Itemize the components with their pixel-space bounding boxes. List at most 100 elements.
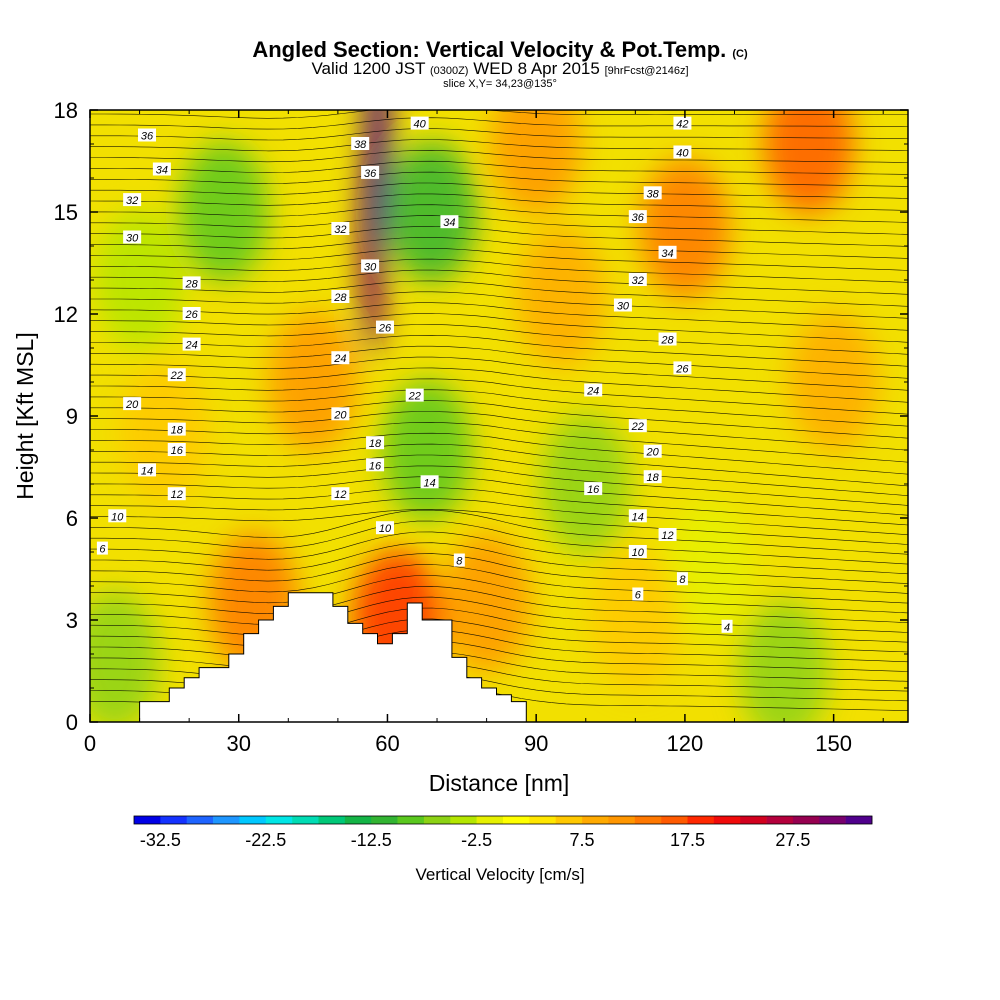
isentrope-label-bg bbox=[167, 487, 186, 501]
isentrope-line bbox=[90, 443, 908, 487]
x-tick-label: 30 bbox=[226, 731, 250, 756]
isentrope-line bbox=[90, 117, 908, 130]
isentrope-label-bg bbox=[584, 482, 603, 496]
isentrope-label: 32 bbox=[632, 275, 644, 287]
isentrope-label-bg bbox=[138, 128, 157, 142]
colorbar-swatch bbox=[186, 816, 214, 824]
isentrope-label-bg bbox=[584, 383, 603, 397]
isentrope-label-bg bbox=[676, 572, 688, 586]
velocity-cell bbox=[363, 110, 392, 254]
isentrope-line bbox=[90, 553, 908, 594]
isentrope-line bbox=[90, 171, 908, 187]
isentrope-label-bg bbox=[658, 245, 677, 259]
isentrope-label-bg bbox=[658, 332, 677, 346]
colorbar-swatch bbox=[423, 816, 451, 824]
isentrope-label-bg bbox=[628, 419, 647, 433]
isentrope-label-bg bbox=[366, 436, 385, 450]
isentrope-line bbox=[90, 237, 908, 259]
isentrope-line bbox=[90, 324, 908, 355]
isentrope-line bbox=[90, 509, 908, 545]
velocity-cell bbox=[268, 312, 359, 452]
isentrope-line bbox=[90, 182, 908, 199]
isentrope-line bbox=[90, 139, 908, 152]
isentrope-label: 18 bbox=[171, 425, 184, 437]
colorbar-tick-label: 27.5 bbox=[775, 830, 810, 850]
isentrope-label-bg bbox=[453, 553, 465, 567]
x-axis: 0 30 60 90 120 150 bbox=[84, 110, 884, 756]
isentrope-line bbox=[90, 400, 908, 439]
isentrope-label: 32 bbox=[126, 195, 138, 207]
isentrope-label: 18 bbox=[369, 438, 382, 450]
velocity-field bbox=[90, 110, 879, 722]
isentrope-line bbox=[90, 110, 908, 119]
isentrope-label: 14 bbox=[423, 477, 435, 489]
isentrope-label-bg bbox=[643, 470, 662, 484]
isentrope-label: 36 bbox=[364, 168, 377, 180]
isentrope-label: 12 bbox=[171, 489, 183, 501]
colorbar-swatch bbox=[265, 816, 293, 824]
isentrope-label: 24 bbox=[185, 340, 198, 352]
colorbar-swatch bbox=[766, 816, 794, 824]
isentrope-line bbox=[90, 215, 908, 235]
colorbar-tick-label: 17.5 bbox=[670, 830, 705, 850]
velocity-cell bbox=[664, 499, 755, 639]
isentrope-line bbox=[90, 204, 908, 223]
isentrope-label: 14 bbox=[632, 511, 644, 523]
isentrope-label-bg bbox=[351, 137, 370, 150]
colorbar-tick-label: 7.5 bbox=[570, 830, 595, 850]
isentrope-label-bg bbox=[673, 116, 692, 130]
isentrope-label: 8 bbox=[456, 556, 463, 568]
isentrope-label: 40 bbox=[676, 148, 689, 160]
isentrope-label-bg bbox=[96, 541, 108, 555]
x-tick-label: 0 bbox=[84, 731, 96, 756]
isentrope-line bbox=[90, 334, 908, 367]
y-tick-label: 6 bbox=[66, 506, 78, 531]
isentrope-line bbox=[90, 629, 908, 663]
isentrope-label: 6 bbox=[99, 544, 106, 556]
isentrope-label-bg bbox=[182, 276, 201, 290]
isentrope-label-bg bbox=[420, 475, 439, 489]
colorbar-tick-label: -32.5 bbox=[140, 830, 181, 850]
colorbar-swatch bbox=[450, 816, 477, 824]
isentrope-line bbox=[90, 542, 908, 584]
isentrope-label-bg bbox=[375, 320, 394, 334]
isentrope-label: 30 bbox=[617, 301, 630, 313]
isentrope-label: 10 bbox=[379, 523, 392, 535]
colorbar-frame bbox=[133, 815, 873, 825]
velocity-cell bbox=[788, 312, 879, 452]
isentrope-line bbox=[90, 193, 908, 211]
isentrope-line bbox=[90, 367, 908, 403]
x-tick-label: 90 bbox=[524, 731, 548, 756]
isentrope-line bbox=[90, 258, 908, 283]
colorbar-swatch bbox=[687, 816, 715, 824]
isentrope-label: 8 bbox=[679, 574, 686, 586]
isentrope-label: 14 bbox=[141, 465, 153, 477]
isentrope-label-bg bbox=[331, 487, 350, 501]
isentrope-label-bg bbox=[375, 521, 394, 535]
isentrope-label: 10 bbox=[632, 547, 645, 559]
isentrope-label-bg bbox=[182, 337, 201, 351]
isentrope-label: 16 bbox=[171, 445, 184, 457]
isentrope-label: 38 bbox=[647, 188, 660, 200]
isentrope-label-bg bbox=[643, 444, 662, 458]
colorbar-swatch bbox=[582, 816, 609, 824]
isentrope-label-bg bbox=[410, 116, 429, 130]
isentrope-label-bg bbox=[658, 528, 677, 541]
colorbar-swatch bbox=[503, 816, 530, 824]
chart-valid-time: Valid 1200 JST (0300Z) WED 8 Apr 2015 [9… bbox=[311, 59, 688, 78]
isentrope-label-bg bbox=[632, 587, 644, 601]
isentrope-line bbox=[90, 520, 908, 565]
isentrope-line bbox=[90, 248, 908, 271]
isentrope-label-bg bbox=[152, 162, 171, 176]
isentrope-line bbox=[90, 291, 908, 319]
colorbar-swatch bbox=[134, 816, 161, 824]
isentrope-label: 12 bbox=[661, 530, 673, 542]
colorbar-swatch bbox=[661, 816, 688, 824]
isentrope-label-bg bbox=[643, 186, 662, 200]
isentrope-label: 32 bbox=[334, 224, 346, 236]
isentrope-label: 6 bbox=[635, 590, 642, 602]
isentrope-line bbox=[90, 432, 908, 475]
colorbar-tick-label: -2.5 bbox=[461, 830, 492, 850]
velocity-cell bbox=[739, 601, 830, 722]
isentrope-label: 28 bbox=[333, 292, 347, 304]
